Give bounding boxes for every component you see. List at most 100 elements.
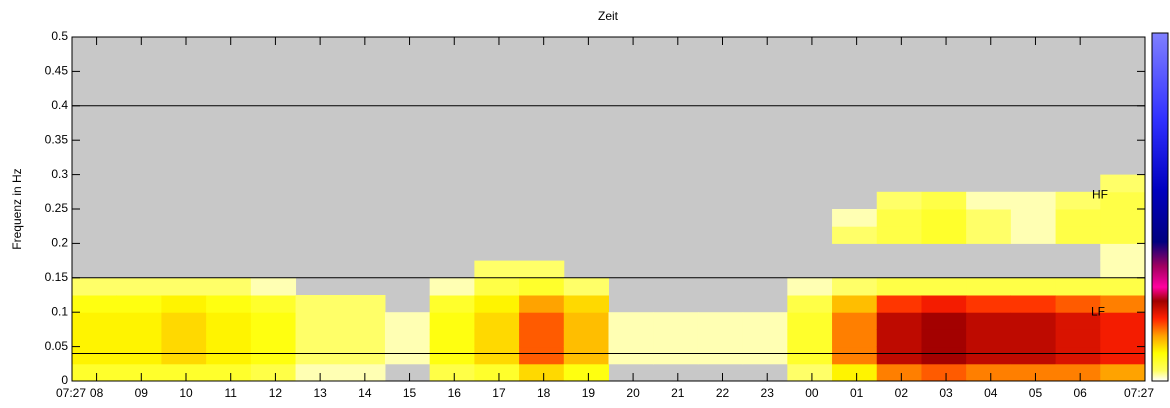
heatmap-cell: [564, 347, 609, 365]
x-tick-label: 20: [626, 386, 640, 400]
heatmap-cell: [832, 295, 877, 313]
heatmap-cell: [206, 312, 251, 330]
x-tick-label: 06: [1073, 386, 1087, 400]
heatmap-cell: [698, 347, 743, 365]
heatmap-cell: [385, 347, 430, 365]
x-tick-label: 14: [358, 386, 372, 400]
colorbar: [1152, 33, 1168, 381]
heatmap-cell: [832, 226, 877, 244]
heatmap-cell: [564, 278, 609, 296]
heatmap-cell: [161, 312, 206, 330]
x-tick-label: 01: [850, 386, 864, 400]
heatmap-cell: [340, 312, 385, 330]
x-tick-label: 10: [179, 386, 193, 400]
heatmap-cell: [921, 312, 966, 330]
heatmap-cell: [296, 329, 341, 347]
y-tick-label: 0.15: [45, 270, 69, 284]
heatmap-cell: [519, 278, 564, 296]
heatmap-cell: [117, 347, 162, 365]
heatmap-cell: [474, 312, 519, 330]
heatmap-cell: [653, 312, 698, 330]
x-tick-label: 12: [269, 386, 283, 400]
heatmap-cell: [1011, 209, 1056, 227]
y-tick-label: 0.3: [51, 167, 68, 181]
x-tick-label: 08: [90, 386, 104, 400]
heatmap-cell: [72, 364, 117, 382]
y-tick-label: 0.45: [45, 64, 69, 78]
heatmap-cell: [653, 329, 698, 347]
heatmap-cell: [877, 209, 922, 227]
heatmap-cell: [1011, 312, 1056, 330]
y-tick-label: 0.25: [45, 201, 69, 215]
heatmap-cell: [340, 347, 385, 365]
heatmap-cell: [117, 278, 162, 296]
heatmap-cell: [877, 364, 922, 382]
y-tick-label: 0.05: [45, 339, 69, 353]
heatmap-cell: [921, 209, 966, 227]
heatmap-cell: [832, 312, 877, 330]
heatmap-cell: [430, 312, 475, 330]
heatmap-cell: [385, 329, 430, 347]
y-tick-label: 0.35: [45, 132, 69, 146]
heatmap-cell: [966, 278, 1011, 296]
heatmap-cell: [72, 312, 117, 330]
heatmap-cell: [1011, 329, 1056, 347]
heatmap-cell: [1100, 261, 1145, 279]
heatmap-cell: [206, 329, 251, 347]
heatmap-cell: [296, 347, 341, 365]
heatmap-cell: [832, 329, 877, 347]
heatmap-cell: [966, 347, 1011, 365]
heatmap-cell: [609, 312, 654, 330]
heatmap-cell: [385, 312, 430, 330]
heatmap-cell: [519, 329, 564, 347]
heatmap-cell: [340, 329, 385, 347]
heatmap-cell: [430, 295, 475, 313]
heatmap-cell: [251, 278, 296, 296]
heatmap-cell: [519, 364, 564, 382]
heatmap-cell: [1011, 278, 1056, 296]
y-tick-label: 0.4: [51, 98, 68, 112]
heatmap-cell: [743, 329, 788, 347]
y-tick-label: 0.5: [51, 29, 68, 43]
heatmap-cell: [966, 209, 1011, 227]
heatmap-cell: [117, 364, 162, 382]
x-tick-label: 00: [805, 386, 819, 400]
heatmap-cell: [743, 347, 788, 365]
heatmap-cell: [564, 329, 609, 347]
x-tick-label: 05: [1029, 386, 1043, 400]
heatmap-cell: [1011, 295, 1056, 313]
heatmap-cell: [161, 364, 206, 382]
heatmap-cell: [430, 347, 475, 365]
x-tick-label: 18: [537, 386, 551, 400]
heatmap-cell: [1100, 209, 1145, 227]
heatmap-cell: [72, 295, 117, 313]
heatmap-cell: [474, 329, 519, 347]
heatmap-cell: [787, 278, 832, 296]
heatmap-cell: [787, 295, 832, 313]
x-tick-label: 16: [448, 386, 462, 400]
heatmap-cell: [251, 295, 296, 313]
heatmap-cell: [474, 295, 519, 313]
heatmap-cell: [296, 364, 341, 382]
heatmap-cell: [206, 364, 251, 382]
x-tick-label: 04: [984, 386, 998, 400]
heatmap-cell: [519, 312, 564, 330]
heatmap-cell: [966, 295, 1011, 313]
x-tick-label: 19: [582, 386, 596, 400]
heatmap-cell: [564, 295, 609, 313]
x-tick-label: 17: [492, 386, 506, 400]
heatmap-cell: [564, 364, 609, 382]
heatmap-cell: [1056, 209, 1101, 227]
heatmap-cell: [296, 312, 341, 330]
heatmap-cell: [743, 312, 788, 330]
x-tick-label: 13: [313, 386, 327, 400]
heatmap-cell: [206, 347, 251, 365]
heatmap-cell: [340, 364, 385, 382]
heatmap-cell: [921, 329, 966, 347]
heatmap-cell: [698, 312, 743, 330]
x-tick-label: 09: [135, 386, 149, 400]
heatmap-cell: [117, 329, 162, 347]
heatmap-cell: [340, 295, 385, 313]
heatmap-cell: [832, 364, 877, 382]
heatmap-cell: [161, 295, 206, 313]
